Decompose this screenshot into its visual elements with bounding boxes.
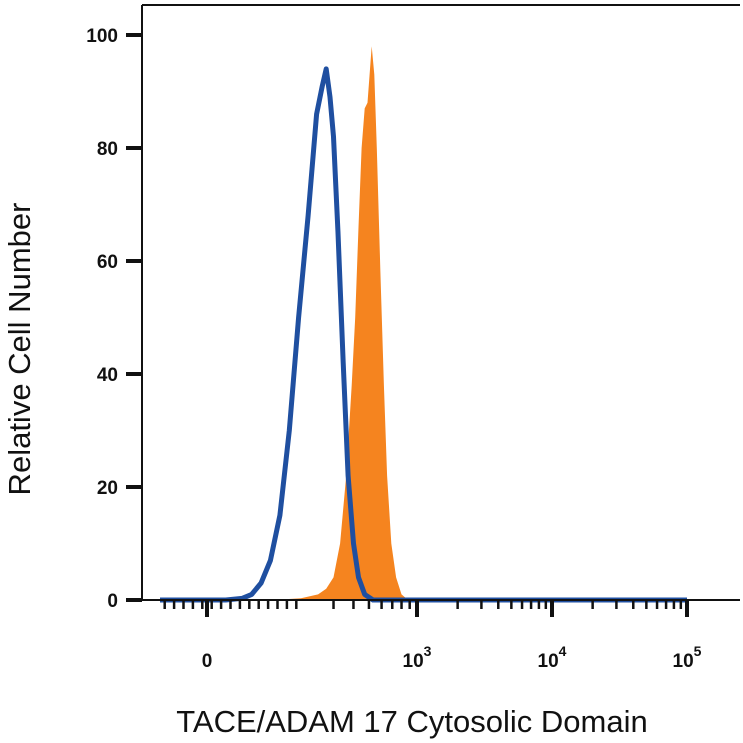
x-axis-title: TACE/ADAM 17 Cytosolic Domain bbox=[176, 704, 647, 739]
series-layer bbox=[160, 46, 687, 603]
y-tick-label: 80 bbox=[97, 139, 118, 160]
axes-layer bbox=[141, 4, 740, 601]
y-tick-label: 100 bbox=[86, 26, 118, 47]
y-tick-label: 40 bbox=[97, 365, 118, 386]
x-tick-label: 103 bbox=[403, 643, 432, 672]
x-tick-label: 105 bbox=[673, 643, 702, 672]
x-tick-label: 0 bbox=[202, 651, 213, 672]
y-tick-label: 0 bbox=[107, 591, 118, 612]
y-axis-title: Relative Cell Number bbox=[2, 203, 37, 496]
x-ticks: 0 103 104 105 bbox=[202, 600, 702, 672]
series-filled-histogram bbox=[235, 46, 417, 601]
y-tick-label: 20 bbox=[97, 478, 118, 499]
series-line-histogram bbox=[160, 66, 687, 603]
x-minor-ticks bbox=[163, 600, 683, 609]
y-tick-label: 60 bbox=[97, 252, 118, 273]
y-ticks: 0 20 40 60 80 100 bbox=[86, 26, 142, 612]
x-tick-label: 104 bbox=[538, 643, 567, 672]
